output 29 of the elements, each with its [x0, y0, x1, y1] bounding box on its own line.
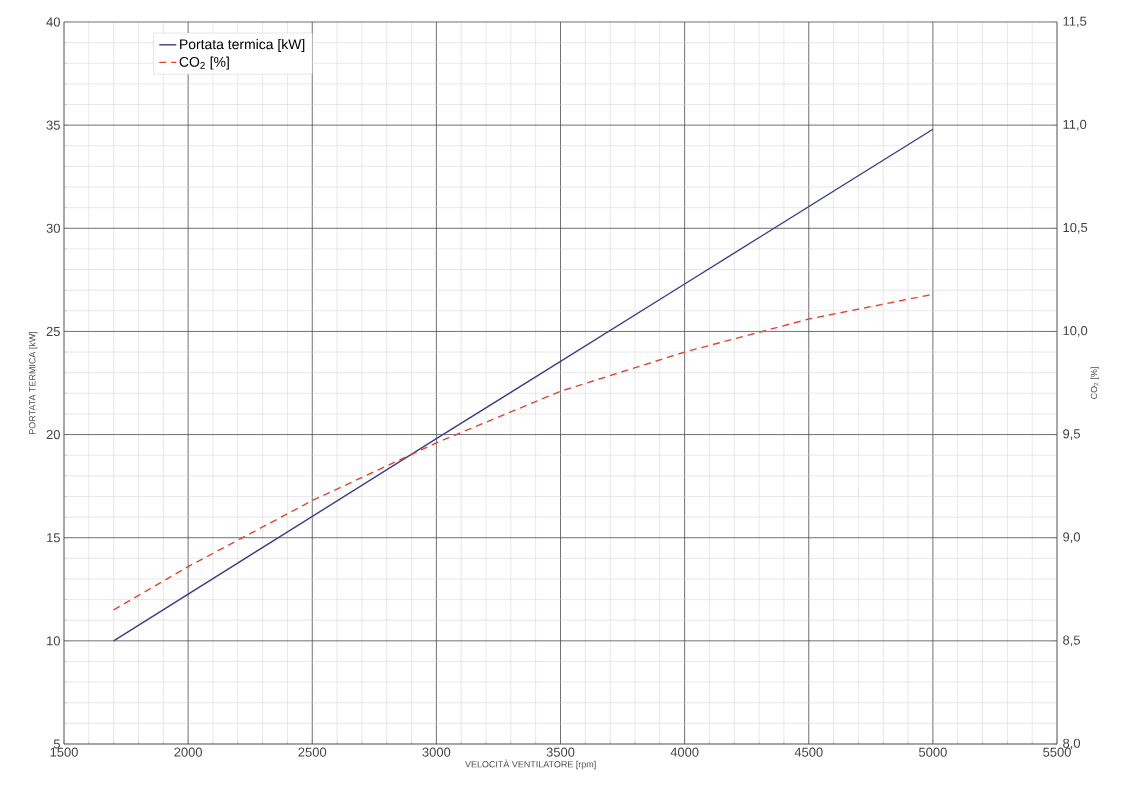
x-tick-label: 4500: [794, 747, 823, 757]
line-series: [112, 128, 934, 642]
legend-label: CO$_{2}$ [%]: [179, 56, 229, 70]
y2-tick-label: 8,5: [1063, 635, 1080, 647]
y-tick-label: 35: [46, 120, 60, 130]
x-tick-label: 3000: [422, 747, 451, 757]
x-tick-label: 3500: [546, 747, 575, 757]
x-tick-label: 2000: [174, 747, 203, 757]
y-tick-label: 5: [53, 739, 60, 749]
y2-tick-label: 10,5: [1063, 222, 1088, 234]
x-tick-label: 4000: [670, 747, 699, 757]
x-tick-label: 2500: [298, 747, 327, 757]
x-axis-title: VELOCITÀ VENTILATORE [rpm]: [465, 759, 596, 770]
legend-label: Portata termica [kW]: [180, 39, 305, 52]
y2-tick-label: 9,5: [1063, 429, 1080, 440]
y-tick-label: 15: [47, 533, 60, 543]
y-tick-label: 30: [46, 223, 60, 233]
y2-tick-label: 10,0: [1063, 326, 1088, 337]
x-tick-label: 1500: [50, 747, 78, 757]
y2-tick-label: 11,0: [1063, 119, 1087, 131]
y-tick-label: 10: [47, 636, 60, 646]
y-tick-label: 20: [46, 429, 60, 440]
y-axis-title: PORTATA TERMICA [kW]: [28, 331, 38, 434]
y2-axis-title: CO$_{2}$ [%]: [1090, 367, 1099, 399]
y-tick-label: 25: [46, 326, 60, 337]
y2-tick-label: 11,5: [1063, 16, 1087, 28]
x-tick-label: 5000: [918, 747, 947, 757]
y2-tick-label: 9,0: [1063, 532, 1081, 544]
y-tick-label: 40: [46, 17, 60, 27]
